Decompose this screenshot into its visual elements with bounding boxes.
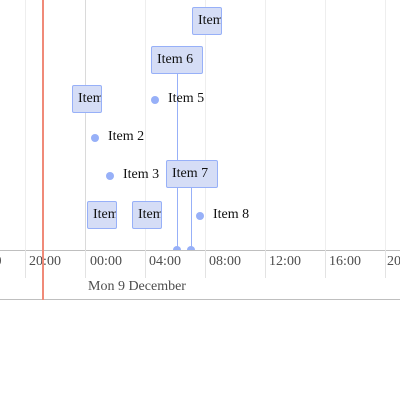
timeline-point-label[interactable]: Item 5 [168,91,205,106]
timeline-items-panel[interactable]: Item 1 Item 6 Item 4 Item 7 Item 9 Item … [0,0,400,251]
timeline-item[interactable]: Item 1 [192,7,222,35]
timeline-point-dot[interactable] [106,172,114,180]
axis-tick-label: 04:00 [149,254,181,269]
item-label: Item 7 [172,166,209,181]
tick-line [205,250,206,278]
axis-tick-label: 08:00 [209,254,241,269]
timeline-item[interactable]: Item 9 [87,201,117,229]
axis-tick-label: 00:00 [90,254,122,269]
timeline-point-label[interactable]: Item 2 [108,129,145,144]
timeline-item[interactable]: Item 6 [151,46,203,74]
timeline-point-dot[interactable] [91,134,99,142]
timeline[interactable]: Item 1 Item 6 Item 4 Item 7 Item 9 Item … [0,0,400,300]
timeline-point-label[interactable]: Item 8 [213,207,250,222]
time-axis: 0 20:00 00:00 04:00 08:00 12:00 16:00 20… [0,250,400,300]
timeline-point-label[interactable]: Item 3 [123,167,160,182]
item-connector-line [191,188,192,250]
timeline-point-dot[interactable] [196,212,204,220]
tick-line [265,250,266,278]
grid-line [265,0,266,250]
axis-tick-label: 20:00 [29,254,61,269]
tick-line [385,250,386,278]
item-label: Item 9 [93,207,117,222]
axis-tick-label: 12:00 [269,254,301,269]
grid-line [325,0,326,250]
axis-date-label: Mon 9 December [88,279,186,294]
axis-tick-label: 16:00 [329,254,361,269]
grid-line [385,0,386,250]
item-label: Item 6 [157,52,194,67]
item-label: Item 10 [138,207,162,222]
tick-line [85,250,86,278]
axis-tick-label: 0 [0,254,2,270]
tick-line [25,250,26,278]
tick-line [145,250,146,278]
item-label: Item 1 [198,13,222,28]
grid-line [25,0,26,250]
grid-line [85,0,86,250]
current-time-marker [42,0,44,300]
axis-tick-label: 20 [387,254,400,269]
timeline-point-dot[interactable] [151,96,159,104]
tick-line [325,250,326,278]
timeline-item[interactable]: Item 7 [166,160,218,188]
grid-line [145,0,146,250]
item-label: Item 4 [78,91,102,106]
timeline-item[interactable]: Item 4 [72,85,102,113]
grid-line [205,0,206,250]
axis-point-marker [187,246,195,250]
axis-point-marker [173,246,181,250]
timeline-item[interactable]: Item 10 [132,201,162,229]
